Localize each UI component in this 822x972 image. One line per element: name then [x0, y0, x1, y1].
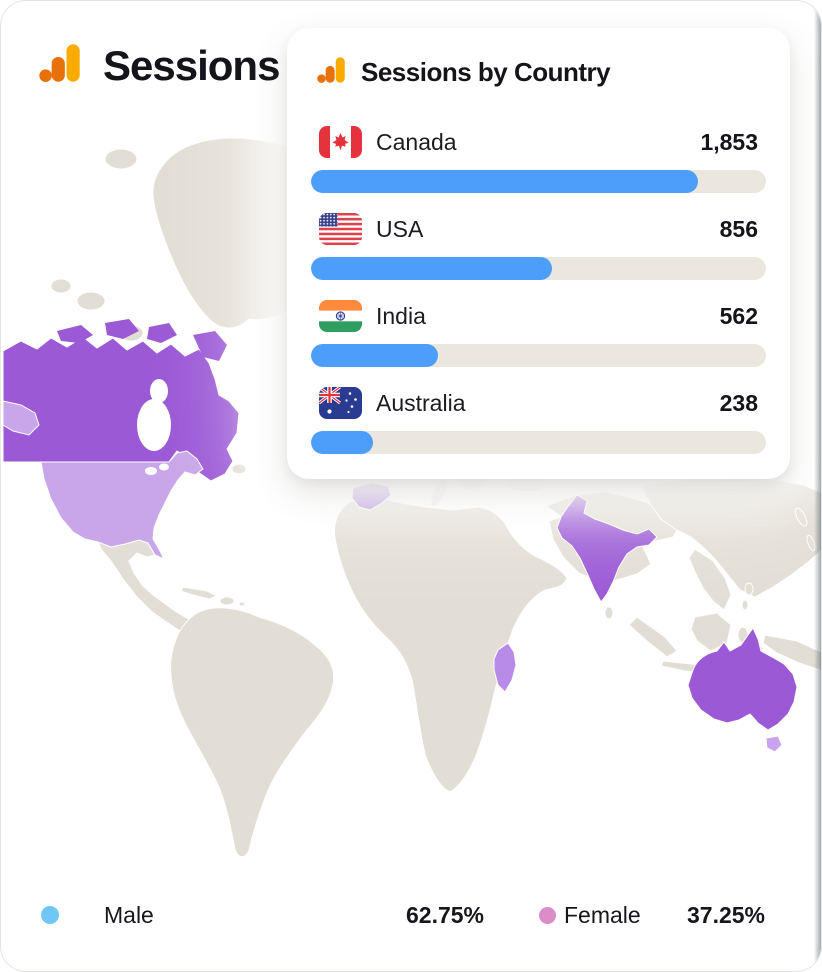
country-value: 856 [719, 215, 758, 242]
country-value: 1,853 [700, 128, 758, 155]
country-value: 238 [719, 389, 758, 416]
country-row-australia: Australia 238 [311, 387, 766, 454]
canada-flag-icon [319, 126, 362, 158]
country-label: USA [376, 215, 424, 242]
analytics-icon [317, 55, 347, 90]
progress-track [311, 170, 766, 193]
card-title: Sessions by Country [361, 56, 611, 87]
map-south-america [170, 607, 335, 858]
male-legend-label: Male [104, 902, 154, 928]
map-africa [334, 497, 568, 793]
australia-flag-icon [319, 387, 362, 419]
country-label: India [376, 302, 426, 329]
male-legend-value: 62.75% [405, 902, 484, 928]
country-label: Australia [376, 389, 466, 416]
country-row-usa: USA 856 [311, 213, 766, 280]
progress-fill [311, 431, 373, 454]
map-middle-east [544, 491, 682, 543]
map-tasmania [765, 735, 783, 753]
card-header: Sessions by Country [311, 56, 766, 88]
map-canada [2, 336, 240, 482]
sessions-by-country-card: Sessions by Country Canada 1,853 [287, 28, 790, 479]
map-madagascar [493, 642, 517, 693]
map-asia [640, 476, 821, 598]
country-label: Canada [376, 128, 457, 155]
page-header: Sessions [39, 41, 280, 90]
map-indochina [688, 548, 732, 611]
map-cuba [180, 586, 219, 600]
progress-fill [311, 344, 439, 367]
frame-edge-shadow [814, 1, 821, 971]
map-spain [351, 482, 392, 511]
country-row-india: India 562 [311, 300, 766, 367]
map-arabia [548, 512, 652, 582]
female-legend-value: 37.25% [686, 902, 765, 928]
progress-fill [311, 257, 553, 280]
usa-flag-icon [319, 213, 362, 245]
map-mexico [97, 539, 234, 664]
map-india [556, 494, 658, 603]
female-legend-dot [539, 907, 556, 924]
map-alaska [2, 400, 40, 436]
map-australia [687, 627, 798, 731]
country-row-canada: Canada 1,853 [311, 126, 766, 193]
male-legend-dot [41, 906, 59, 924]
page-title: Sessions [103, 41, 280, 89]
progress-track [311, 257, 766, 280]
map-usa [40, 450, 204, 561]
india-flag-icon [319, 300, 362, 332]
map-hudson-bay [137, 399, 171, 451]
analytics-logo-icon [39, 41, 83, 90]
country-value: 562 [719, 302, 758, 329]
progress-track [311, 344, 766, 367]
progress-track [311, 431, 766, 454]
map-canada-islands [57, 319, 227, 361]
female-legend-label: Female [564, 902, 641, 928]
progress-fill [311, 170, 698, 193]
